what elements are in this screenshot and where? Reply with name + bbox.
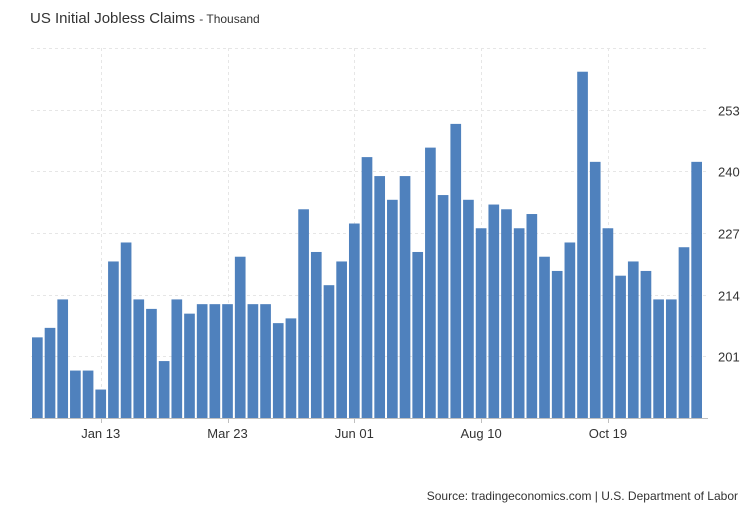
bar	[222, 304, 233, 418]
bar	[70, 370, 81, 418]
bar	[627, 261, 639, 418]
bar	[501, 209, 512, 418]
bar	[298, 209, 309, 418]
x-tick-label: Jan 13	[81, 426, 120, 441]
y-tick-label: 201	[718, 350, 740, 365]
bar	[475, 228, 487, 418]
bar	[425, 147, 436, 418]
bar	[437, 195, 449, 418]
chart-subtitle: - Thousand	[199, 12, 260, 26]
bar	[57, 299, 69, 418]
bar	[120, 242, 132, 418]
source-note: Source: tradingeconomics.com | U.S. Depa…	[426, 489, 738, 503]
bar	[602, 228, 614, 418]
y-tick-layer: 201 214 227 240 253	[718, 104, 740, 365]
bar	[640, 270, 652, 418]
bar	[44, 327, 56, 418]
bar	[691, 161, 702, 418]
bar	[234, 256, 246, 418]
bar	[348, 223, 360, 418]
bar	[108, 261, 119, 418]
y-tick-label: 227	[718, 227, 740, 242]
bar	[336, 261, 347, 418]
bar	[323, 285, 335, 418]
bar	[310, 251, 322, 418]
x-tick-label: Aug 10	[461, 426, 502, 441]
bar	[247, 304, 259, 418]
bar	[564, 242, 576, 418]
bar	[158, 361, 170, 418]
bar	[399, 176, 411, 418]
bar	[374, 176, 386, 418]
bar	[209, 304, 221, 418]
bar	[526, 214, 538, 418]
bar	[665, 299, 677, 418]
bar	[260, 304, 271, 418]
y-tick-label: 253	[718, 104, 740, 119]
bar	[577, 71, 588, 418]
bar	[95, 389, 107, 418]
bar	[412, 251, 424, 418]
bar	[82, 370, 94, 418]
bar	[184, 313, 195, 418]
y-tick-label: 214	[718, 289, 740, 304]
x-tick-layer: Jan 13 Mar 23 Jun 01 Aug 10 Oct 19	[81, 418, 627, 441]
bar	[285, 318, 297, 418]
bar	[539, 256, 550, 418]
chart-title: US Initial Jobless Claims - Thousand	[30, 10, 260, 27]
bar	[615, 275, 626, 418]
bar-layer	[32, 71, 702, 419]
x-tick-label: Jun 01	[335, 426, 374, 441]
bar	[272, 323, 284, 418]
bar	[361, 157, 373, 418]
x-tick-label: Mar 23	[207, 426, 247, 441]
x-tick-label: Oct 19	[589, 426, 627, 441]
bar	[488, 204, 500, 418]
bar	[32, 337, 43, 418]
bar	[146, 308, 157, 418]
bar	[196, 304, 208, 418]
bar	[463, 199, 474, 418]
bar	[551, 270, 563, 418]
bar	[678, 247, 690, 418]
y-tick-label: 240	[718, 165, 740, 180]
chart-title-main: US Initial Jobless Claims	[30, 10, 196, 27]
bar	[513, 228, 525, 418]
bar	[171, 299, 183, 418]
bar	[653, 299, 664, 418]
bar	[589, 161, 601, 418]
bar	[450, 123, 462, 419]
bar	[133, 299, 145, 418]
bar	[387, 199, 398, 418]
